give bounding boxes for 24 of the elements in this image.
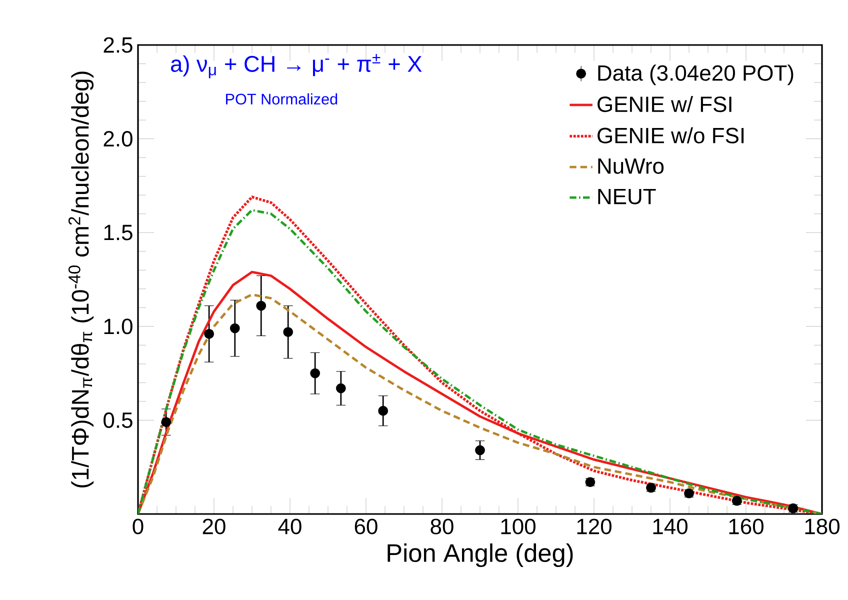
legend-label: NEUT — [598, 188, 656, 204]
x-tick-label: 140 — [653, 518, 688, 534]
annotation: a) ν$_{μ}$ + CH → μ$^{-}$ + π$^{±}$ + X — [171, 54, 422, 78]
x-tick-label: 120 — [577, 518, 612, 534]
x-tick-label: 160 — [729, 518, 764, 534]
annotation: POT Normalized — [226, 93, 338, 105]
x-tick-label: 180 — [805, 518, 840, 534]
y-tick-label: 0.5 — [104, 412, 132, 428]
y-tick-label: 1.5 — [104, 224, 132, 240]
x-tick-label: 100 — [501, 518, 536, 534]
y-tick-label: 1.0 — [104, 318, 132, 334]
x-tick-label: 0 — [132, 518, 144, 534]
x-tick-label: 80 — [430, 518, 454, 534]
x-axis-title: Pion Angle (deg) — [388, 543, 573, 568]
x-tick-label: 40 — [278, 518, 302, 534]
legend-label: NuWro — [598, 158, 664, 174]
y-tick-label: 2.0 — [104, 131, 132, 147]
legend-label: GENIE w/o FSI — [598, 127, 744, 144]
legend-label: Data (3.04e20 POT) — [598, 64, 794, 86]
legend-label: GENIE w/ FSI — [598, 96, 732, 112]
x-tick-label: 60 — [354, 518, 378, 534]
x-tick-label: 20 — [202, 518, 226, 534]
y-tick-label: 2.5 — [104, 37, 132, 53]
text: (1/TΦ)dN$_{π}$/dθ$_{π}$ (10$^{-40}$ cm$^{2}$/nucleon/deg) — [68, 72, 94, 488]
